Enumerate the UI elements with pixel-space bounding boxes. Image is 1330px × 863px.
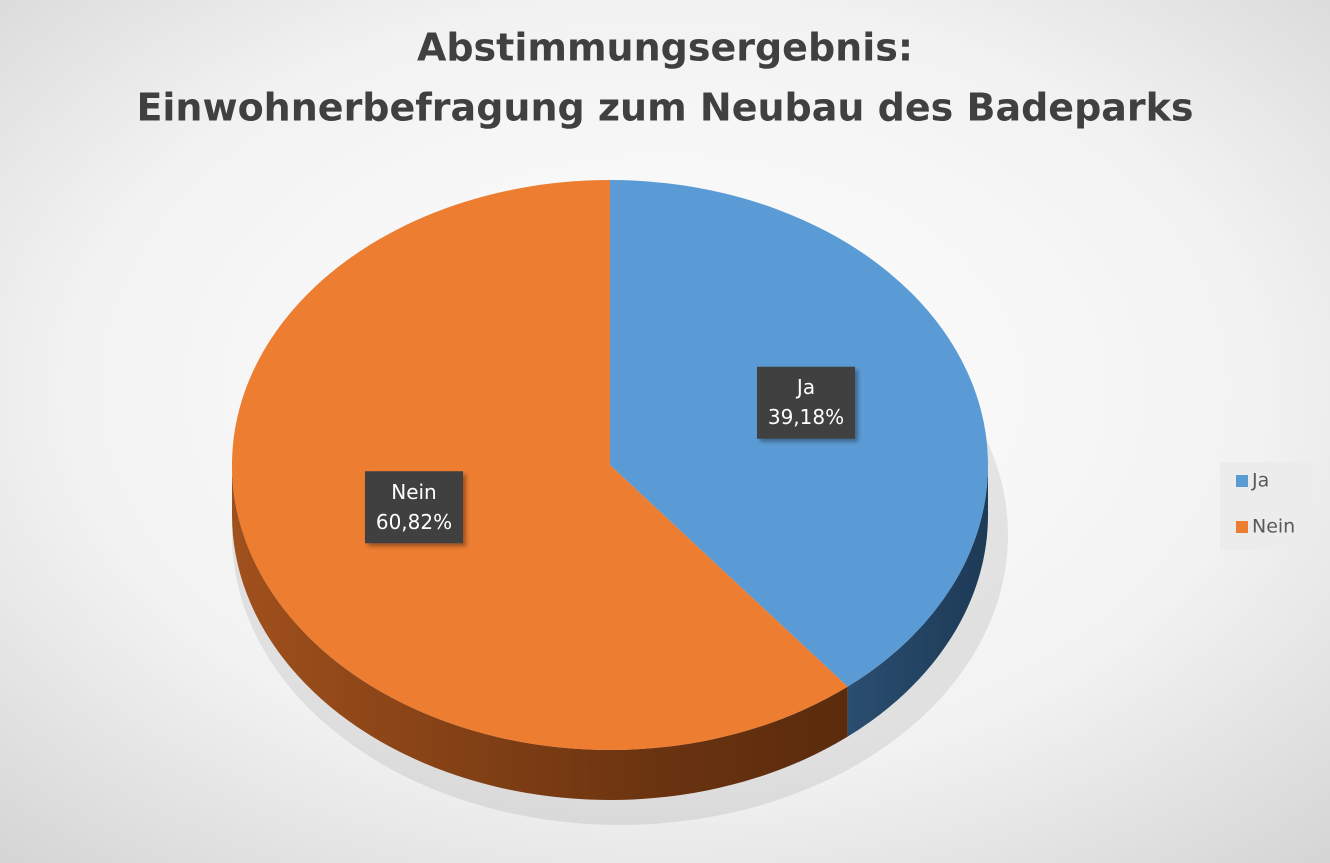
legend: Ja Nein bbox=[1236, 470, 1295, 538]
pie: Ja 39,18% Nein 60,82% bbox=[232, 180, 1008, 825]
legend-label: Nein bbox=[1252, 516, 1295, 538]
slice-side bbox=[847, 465, 988, 737]
slice bbox=[232, 180, 848, 750]
data-label-value: 60,82% bbox=[376, 510, 452, 534]
data-label-category: Nein bbox=[391, 480, 437, 504]
data-label-box bbox=[364, 471, 463, 544]
legend-box bbox=[1220, 462, 1312, 550]
data-label-box bbox=[757, 366, 856, 439]
data-label-value: 39,18% bbox=[768, 405, 844, 429]
data-label-category: Ja bbox=[795, 375, 815, 399]
legend-swatch bbox=[1236, 521, 1248, 533]
legend-label: Ja bbox=[1251, 470, 1269, 492]
slice-side bbox=[232, 465, 848, 801]
chart-title: Einwohnerbefragung zum Neubau des Badepa… bbox=[136, 86, 1193, 130]
legend-swatch bbox=[1236, 475, 1248, 487]
chart-title: Abstimmungsergebnis: bbox=[417, 26, 913, 70]
